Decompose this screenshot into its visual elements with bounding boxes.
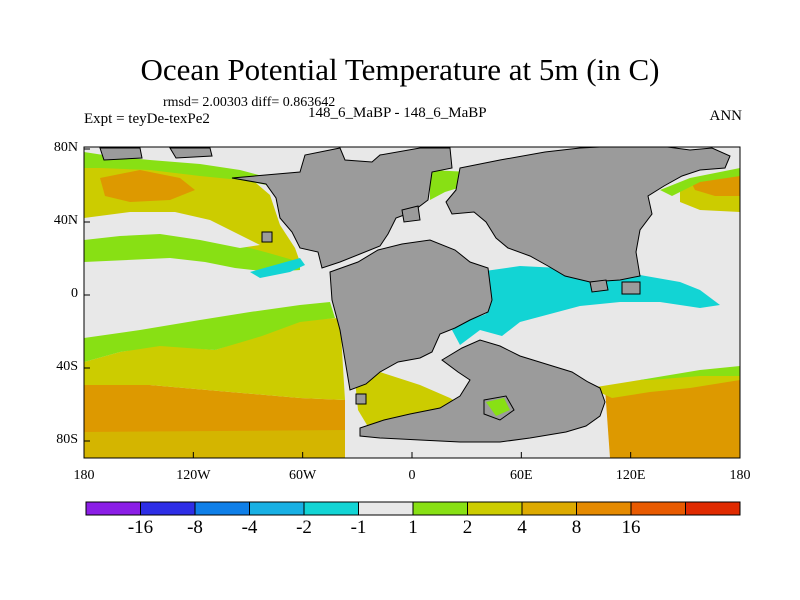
land-masses bbox=[99, 147, 731, 443]
north-green-band bbox=[84, 224, 300, 272]
colorbar-swatch bbox=[467, 501, 523, 516]
antarctic-green-patch bbox=[486, 398, 510, 416]
colorbar-label: 1 bbox=[408, 517, 418, 538]
x-tick-label: 60E bbox=[510, 468, 533, 483]
comparison-label: 148_6_MaBP - 148_6_MaBP bbox=[308, 105, 487, 121]
tethys-cyan-region bbox=[452, 266, 720, 345]
experiment-label: Expt = teyDe-texPe2 bbox=[84, 111, 210, 127]
arctic-green-west bbox=[84, 152, 272, 186]
colorbar-swatch bbox=[358, 501, 414, 516]
axis-ticks bbox=[83, 148, 741, 458]
x-tick-label: 180 bbox=[729, 468, 751, 483]
colorbar-label: -16 bbox=[127, 517, 154, 538]
arctic-island-west bbox=[99, 147, 143, 161]
y-tick-label: 80S bbox=[56, 432, 78, 447]
x-tick-label: 120W bbox=[176, 468, 211, 483]
south-yellow-band-2 bbox=[84, 430, 345, 458]
south-america-africa-land bbox=[329, 239, 493, 391]
colorbar-label: 4 bbox=[517, 517, 527, 538]
colorbar-label: -1 bbox=[350, 517, 367, 538]
north-orange-blob bbox=[100, 170, 195, 202]
colorbar-label: 8 bbox=[571, 517, 582, 538]
colorbar-swatch bbox=[140, 501, 196, 516]
colorbar-swatch bbox=[630, 501, 686, 516]
eurasia-land bbox=[445, 147, 731, 283]
colorbar-label: 16 bbox=[621, 517, 641, 538]
small-island-1 bbox=[261, 231, 273, 243]
southern-orange-band-east bbox=[605, 374, 740, 458]
small-island-4 bbox=[621, 281, 641, 295]
pacific-cyan-patch bbox=[250, 258, 305, 278]
y-tick-label: 0 bbox=[71, 286, 78, 301]
colorbar-swatch bbox=[576, 501, 632, 516]
colorbar-swatch bbox=[249, 501, 305, 516]
colorbar-label: 2 bbox=[462, 517, 473, 538]
colorbar-swatch bbox=[303, 501, 359, 516]
north-pacific-white-tongue bbox=[84, 212, 260, 248]
page-title: Ocean Potential Temperature at 5m (in C) bbox=[140, 52, 660, 87]
y-tick-label: 40S bbox=[56, 359, 78, 374]
colorbar-swatch bbox=[194, 501, 250, 516]
y-tick-label: 80N bbox=[53, 140, 78, 155]
antarctica-africa-land bbox=[359, 339, 606, 443]
colorbar-swatch bbox=[521, 501, 577, 516]
x-tick-label: 180 bbox=[73, 468, 95, 483]
colorbar-swatch bbox=[412, 501, 468, 516]
southeast-green bbox=[640, 366, 740, 380]
y-tick-label: 40N bbox=[53, 213, 78, 228]
arctic-island-2 bbox=[169, 147, 213, 159]
south-green-band bbox=[84, 302, 335, 362]
stats-label: rmsd= 2.00303 diff= 0.863642 bbox=[163, 95, 336, 110]
colorbar-swatch bbox=[685, 501, 741, 516]
colorbar-label: -8 bbox=[187, 517, 203, 538]
x-tick-label: 60W bbox=[289, 468, 317, 483]
northeast-green bbox=[660, 168, 740, 196]
south-yellow-band bbox=[84, 318, 345, 400]
colorbar-label: -2 bbox=[296, 517, 312, 538]
map-plot bbox=[84, 147, 740, 458]
small-island-3 bbox=[589, 279, 609, 293]
tethys-island bbox=[401, 205, 421, 223]
season-label: ANN bbox=[709, 108, 743, 124]
x-tick-label: 0 bbox=[408, 468, 416, 483]
colorbar-swatch bbox=[85, 501, 141, 516]
small-island-2 bbox=[355, 393, 367, 405]
x-tick-label: 120E bbox=[615, 468, 646, 483]
colorbar bbox=[85, 501, 741, 516]
colorbar-label: -4 bbox=[241, 517, 258, 538]
